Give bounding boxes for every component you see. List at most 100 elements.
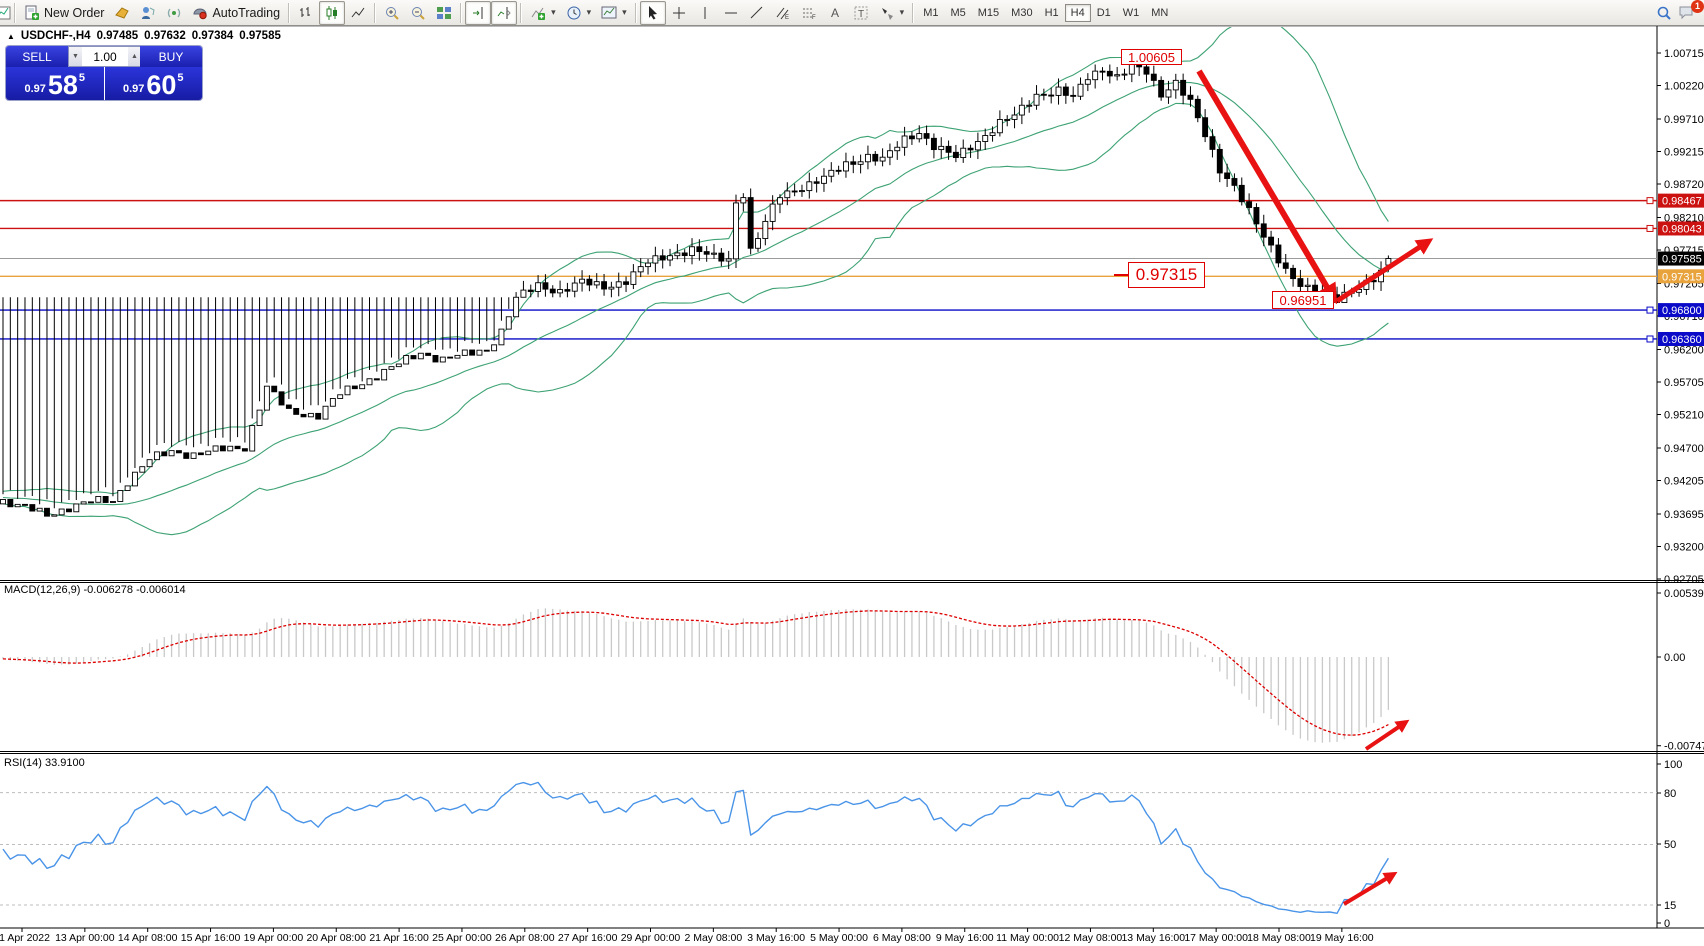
candle [1172,79,1179,91]
buy-button[interactable]: BUY [140,46,202,67]
candle [1268,236,1275,246]
search-icon[interactable] [1656,5,1672,21]
price-annotation-box[interactable]: 0.96951 [1272,291,1334,309]
autotrading-button[interactable]: AutoTrading [187,1,285,25]
volume-down-button[interactable]: ▼ [69,47,82,66]
zoom-in-icon [384,5,400,21]
metaeditor-button[interactable] [109,1,135,25]
templates-button[interactable]: ▾ [596,1,632,25]
bollinger-band-line [2,81,1389,506]
signals-button[interactable] [161,1,187,25]
collapse-panel-icon[interactable]: ▲ [7,31,15,41]
price-badge-label: 0.96360 [1662,334,1702,346]
svg-text:A: A [831,6,839,20]
timeframe-m30[interactable]: M30 [1011,6,1033,19]
candle [0,499,6,505]
notifications-button[interactable]: 1 [1678,0,1704,22]
periods-button[interactable]: ▾ [561,1,597,25]
hline-handle[interactable] [1646,335,1654,343]
candle [249,425,256,452]
macd-tick-label: 0.00 [1664,652,1685,664]
timeframe-d1[interactable]: D1 [1096,6,1111,19]
trend-arrow[interactable] [1364,719,1410,751]
fibonacci-tool-button[interactable]: F [796,1,822,25]
chart-shift-button[interactable] [491,0,518,25]
sell-price-big: 58 [47,70,78,100]
candle [747,197,754,249]
tile-windows-button[interactable] [431,1,457,25]
sell-button[interactable]: SELL [6,46,68,67]
zoom-out-button[interactable] [405,1,431,25]
candle [469,349,476,356]
candle [886,150,893,158]
timeframe-m1[interactable]: M1 [923,6,939,19]
hline-handle[interactable] [1646,306,1654,314]
price-annotation-box[interactable]: 0.97315 [1128,262,1205,288]
candlestick-chart-button[interactable] [319,0,346,25]
candle [1180,79,1187,96]
candle [960,147,967,159]
candle [952,151,959,159]
svg-text:F: F [812,15,816,21]
candle [930,137,937,151]
candle [645,262,651,268]
hline-handle[interactable] [1646,224,1654,232]
bar-chart-button[interactable] [293,1,319,25]
crosshair-tool-button[interactable] [666,1,692,25]
auto-scroll-button[interactable] [465,0,492,25]
text-tool-button[interactable]: A [822,1,848,25]
trend-arrow[interactable] [1335,238,1434,304]
candle [476,349,483,356]
timeframe-m5[interactable]: M5 [950,6,966,19]
timeframe-mn[interactable]: MN [1151,6,1169,19]
text-label-tool-button[interactable]: T [848,1,874,25]
vertical-line-tool-button[interactable] [692,1,718,25]
rsi-pane-label: RSI(14) 33.9100 [4,757,85,769]
sell-price[interactable]: 0.97 58 5 [6,67,104,100]
separator [634,2,637,23]
sell-price-small: 0.97 [24,83,46,95]
timeframe-m15[interactable]: M15 [977,6,1000,19]
buy-price-big: 60 [146,70,177,100]
channel-tool-button[interactable]: E [770,1,796,25]
volume-up-button[interactable]: ▲ [128,47,141,66]
arrows-tool-button[interactable]: ▾ [874,1,910,25]
buy-price[interactable]: 0.97 60 5 [104,67,202,100]
hline-handle[interactable] [1646,197,1654,205]
timeframe-h1[interactable]: H1 [1044,6,1059,19]
text-icon: A [827,5,843,21]
candle [161,451,168,457]
cursor-tool-button[interactable] [639,0,666,25]
candle [864,153,871,163]
shapes-icon [879,5,895,21]
buy-price-small: 0.97 [122,83,145,95]
timeframe-h4[interactable]: H4 [1064,3,1091,22]
separator [374,2,377,23]
trend-arrow[interactable] [1342,871,1398,906]
trend-arrow[interactable] [1196,69,1338,305]
price-tick-label: 0.99710 [1664,114,1704,126]
candle [821,175,827,184]
candle [146,459,153,468]
candle [1018,104,1025,116]
candle [44,507,50,517]
new-order-button[interactable]: New Order [19,1,109,25]
horizontal-line-tool-button[interactable] [718,1,744,25]
indicators-button[interactable]: ▾ [525,1,561,25]
strategy-tester-button[interactable] [135,1,161,25]
ohlc-high: 0.97632 [144,30,186,42]
trendline-tool-button[interactable] [744,1,770,25]
candle [835,169,842,172]
candle [366,378,373,386]
timeframe-w1[interactable]: W1 [1122,6,1140,19]
price-annotation-box[interactable]: 1.00605 [1121,49,1182,65]
candle [498,328,505,346]
zoom-in-button[interactable] [379,1,405,25]
separator [912,2,915,23]
candle [857,161,864,165]
candle [725,258,732,262]
volume-input[interactable] [82,47,128,66]
line-chart-button[interactable] [345,1,371,25]
line-chart-icon [350,5,366,21]
